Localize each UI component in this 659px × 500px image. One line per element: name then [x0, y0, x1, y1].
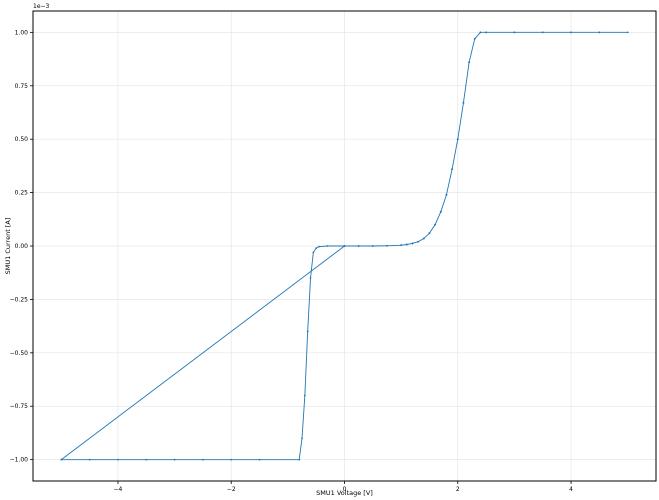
y-offset-text: 1e−3	[33, 3, 50, 10]
data-point	[357, 245, 360, 247]
data-point	[258, 458, 261, 461]
data-point	[417, 240, 420, 243]
x-axis-ticks: −4 −2 0 2 4	[114, 481, 573, 493]
data-point	[598, 31, 601, 34]
data-point	[303, 394, 306, 397]
data-point	[117, 458, 119, 461]
data-point	[468, 61, 470, 64]
y-tick-label: −0.25	[10, 296, 29, 303]
data-point	[301, 437, 303, 440]
x-tick-label: 2	[456, 486, 460, 493]
data-point	[343, 245, 346, 247]
data-point	[309, 277, 312, 279]
data-point	[422, 237, 425, 240]
data-point	[513, 31, 516, 34]
data-point	[626, 31, 629, 34]
data-point	[386, 244, 388, 247]
y-tick-label: −1.00	[10, 457, 29, 464]
data-point	[60, 458, 63, 461]
data-point	[445, 193, 448, 196]
data-point	[312, 251, 315, 254]
data-point	[485, 31, 487, 34]
data-point	[315, 247, 318, 250]
data-point	[306, 330, 309, 333]
data-point	[439, 210, 442, 213]
data-point	[541, 31, 544, 34]
data-point	[298, 458, 301, 461]
y-axis-ticks: −1.00 −0.75 −0.50 −0.25 0.00 0.25 0.50 0.75 1.00	[10, 29, 33, 464]
data-point	[371, 245, 374, 247]
data-point	[400, 244, 403, 247]
x-tick-label: 4	[569, 486, 573, 493]
data-point	[173, 458, 176, 461]
y-axis-label: SMU1 Current [A]	[4, 218, 12, 275]
data-point	[479, 31, 482, 34]
x-tick-label: −4	[114, 486, 123, 493]
y-tick-label: 0.25	[15, 190, 29, 197]
data-point	[411, 242, 414, 245]
data-point	[405, 243, 408, 246]
data-point	[451, 168, 454, 170]
y-tick-label: 0.50	[15, 136, 29, 143]
data-point	[456, 138, 459, 141]
data-point	[462, 101, 465, 104]
x-tick-label: −2	[227, 486, 236, 493]
y-tick-label: −0.75	[10, 403, 29, 410]
data-point	[88, 458, 91, 461]
data-point	[434, 223, 437, 226]
y-tick-label: −0.50	[10, 350, 29, 357]
data-point	[202, 458, 204, 461]
data-point	[230, 458, 233, 461]
data-point	[318, 245, 320, 248]
y-tick-label: 1.00	[15, 29, 29, 36]
data-point	[145, 458, 148, 461]
data-point	[570, 31, 572, 34]
y-tick-label: 0.75	[15, 83, 29, 90]
data-point	[326, 245, 329, 247]
x-axis-label: SMU1 Voltage [V]	[316, 489, 373, 497]
series-group	[60, 31, 629, 461]
x-tick-label: 0	[343, 486, 347, 493]
y-tick-label: 0.00	[15, 243, 29, 250]
data-point	[473, 37, 476, 40]
data-point	[428, 232, 431, 235]
